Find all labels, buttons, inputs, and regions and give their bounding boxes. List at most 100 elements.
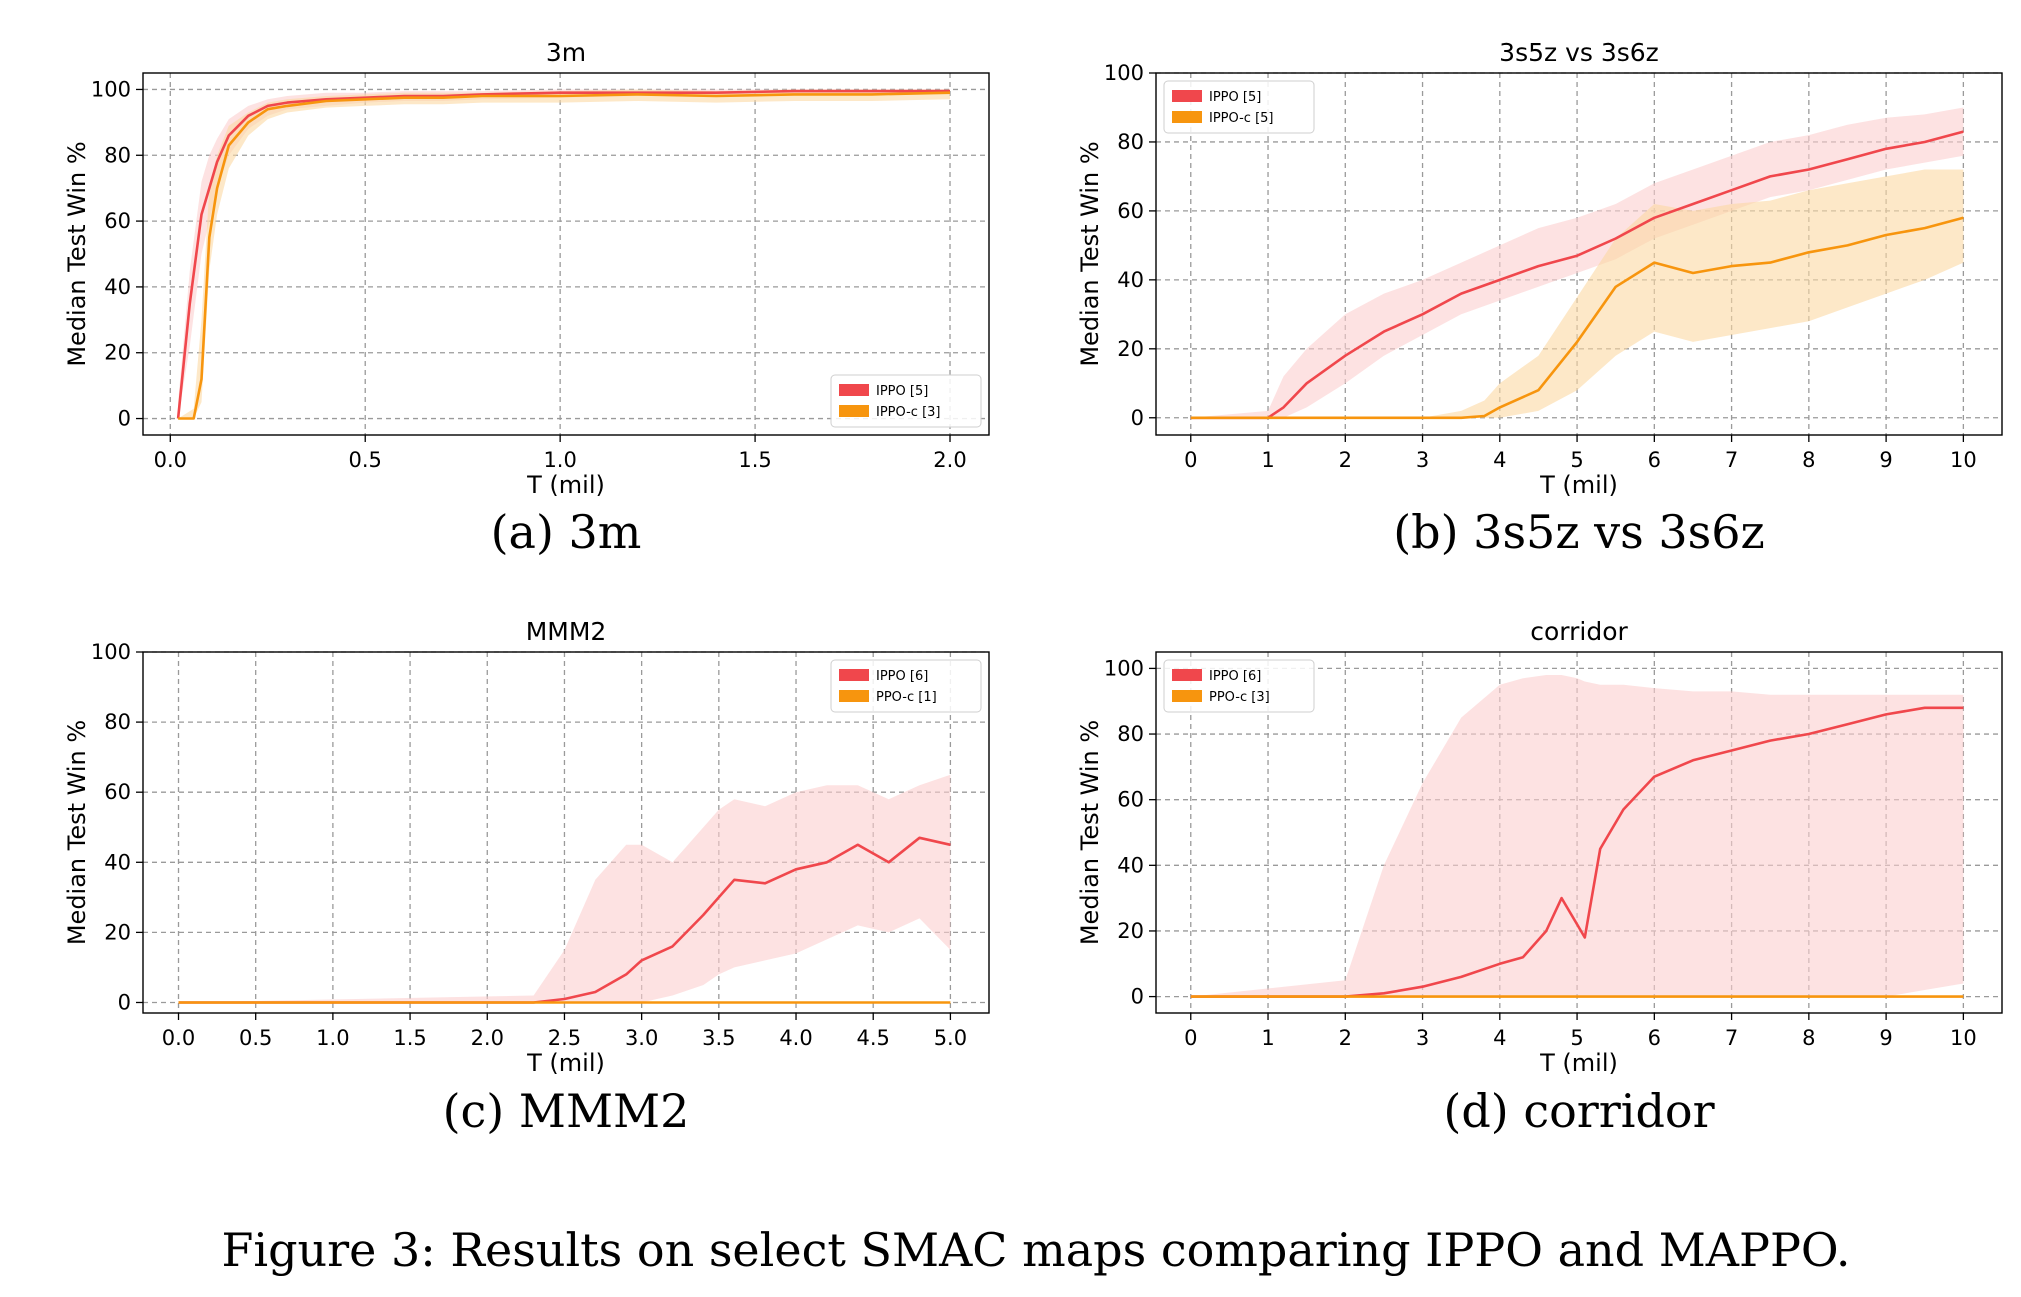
- y-tick-label: 80: [1117, 130, 1144, 154]
- y-tick-label: 100: [1104, 61, 1144, 85]
- x-tick-label: 8: [1802, 448, 1815, 472]
- x-tick-label: 4: [1493, 1026, 1506, 1050]
- legend-swatch: [839, 405, 869, 417]
- y-tick-label: 20: [1117, 337, 1144, 361]
- x-tick-label: 2: [1339, 448, 1352, 472]
- x-tick-label: 2.0: [471, 1026, 504, 1050]
- x-tick-label: 1.0: [543, 448, 576, 472]
- x-tick-label: 0.5: [239, 1026, 272, 1050]
- chart-title: MMM2: [526, 617, 607, 646]
- series-line-1: [176, 89, 950, 419]
- y-tick-label: 60: [104, 209, 131, 233]
- plot-area: [1190, 107, 1964, 420]
- x-tick-label: 2: [1339, 1026, 1352, 1050]
- x-tick-label: 1: [1261, 448, 1274, 472]
- series-band-2: [178, 89, 951, 419]
- subfigure-caption: (c) MMM2: [443, 1084, 690, 1138]
- y-tick-label: 20: [104, 920, 131, 944]
- series-line-1: [1190, 706, 1964, 998]
- y-tick-label: 100: [1104, 656, 1144, 680]
- legend: IPPO [6] PPO-c [3]: [1163, 659, 1315, 713]
- legend-label: IPPO [5]: [876, 384, 928, 399]
- legend-label: PPO-c [3]: [1209, 690, 1270, 705]
- legend: IPPO [6] PPO-c [1]: [830, 659, 982, 713]
- legend-swatch: [839, 384, 869, 396]
- y-axis-label: Median Test Win %: [1076, 720, 1104, 945]
- series-line-2: [1190, 216, 1964, 420]
- x-tick-label: 9: [1879, 448, 1892, 472]
- y-tick-label: 20: [1117, 919, 1144, 943]
- series-band-2: [1190, 169, 1964, 418]
- subfigure-caption: (a) 3m: [491, 505, 642, 559]
- y-tick-label: 60: [1117, 788, 1144, 812]
- plot-area: [176, 89, 951, 420]
- axes-frame: [1155, 72, 2003, 436]
- y-axis-label: Median Test Win %: [63, 720, 91, 945]
- x-tick-label: 5: [1570, 448, 1583, 472]
- legend-swatch: [1172, 90, 1202, 102]
- chart-title: 3s5z vs 3s6z: [1499, 38, 1659, 67]
- legend-swatch: [1172, 690, 1202, 702]
- series-band-1: [1190, 107, 1964, 418]
- y-tick-label: 100: [91, 77, 131, 101]
- x-tick-label: 4: [1493, 448, 1506, 472]
- axes-frame: [142, 651, 990, 1014]
- x-tick-label: 9: [1879, 1026, 1892, 1050]
- legend-label: IPPO [6]: [1209, 669, 1261, 684]
- x-tick-label: 3.5: [702, 1026, 735, 1050]
- figure-caption: Figure 3: Results on select SMAC maps co…: [221, 1223, 1850, 1277]
- x-tick-label: 2.0: [933, 448, 966, 472]
- chart-title: 3m: [546, 38, 586, 67]
- y-tick-label: 40: [104, 850, 131, 874]
- plot-area: [178, 774, 951, 1004]
- subfigure-caption: (b) 3s5z vs 3s6z: [1393, 505, 1765, 559]
- y-tick-label: 100: [91, 640, 131, 664]
- y-tick-label: 60: [1117, 199, 1144, 223]
- x-tick-label: 3: [1416, 448, 1429, 472]
- y-tick-label: 0: [1131, 985, 1144, 1009]
- y-tick-label: 80: [1117, 722, 1144, 746]
- x-tick-label: 1: [1261, 1026, 1274, 1050]
- y-tick-label: 40: [1117, 268, 1144, 292]
- legend-label: IPPO [6]: [876, 669, 928, 684]
- x-axis-label: T (mil): [526, 471, 605, 499]
- x-tick-label: 3: [1416, 1026, 1429, 1050]
- x-tick-label: 2.5: [548, 1026, 581, 1050]
- y-tick-label: 0: [118, 407, 131, 431]
- legend: IPPO [5] IPPO-c [5]: [1163, 80, 1315, 134]
- x-tick-label: 10: [1950, 448, 1977, 472]
- x-tick-label: 4.5: [857, 1026, 890, 1050]
- legend-label: IPPO-c [5]: [1209, 111, 1274, 126]
- x-axis-label: T (mil): [1539, 471, 1618, 499]
- legend-swatch: [1172, 111, 1202, 123]
- series-band-1: [178, 774, 951, 1003]
- series-band-1: [178, 89, 951, 419]
- series-line-1: [178, 836, 951, 1004]
- y-tick-label: 20: [104, 341, 131, 365]
- axes-frame: [1155, 651, 2003, 1014]
- x-tick-label: 0.5: [349, 448, 382, 472]
- y-axis-label: Median Test Win %: [63, 141, 91, 366]
- x-tick-label: 5: [1570, 1026, 1583, 1050]
- plot-area: [1190, 675, 1964, 998]
- legend-label: IPPO-c [3]: [876, 405, 941, 420]
- y-tick-label: 0: [1131, 406, 1144, 430]
- x-tick-label: 7: [1725, 1026, 1738, 1050]
- x-tick-label: 4.0: [779, 1026, 812, 1050]
- subfigure-caption: (d) corridor: [1443, 1084, 1714, 1138]
- x-tick-label: 3.0: [625, 1026, 658, 1050]
- x-tick-label: 6: [1648, 1026, 1661, 1050]
- legend-label: PPO-c [1]: [876, 690, 937, 705]
- y-tick-label: 60: [104, 780, 131, 804]
- y-tick-label: 80: [104, 710, 131, 734]
- axes-frame: [142, 72, 990, 436]
- x-tick-label: 8: [1802, 1026, 1815, 1050]
- chart-panel-3: 0.0 0.5 1.0 1.5 2.0 2.5 3.0 3.5 4.0 4.5 5.0 0 20 40 60…: [63, 617, 990, 1138]
- x-tick-label: 5.0: [934, 1026, 967, 1050]
- series-line-2: [178, 91, 951, 420]
- x-axis-label: T (mil): [1539, 1049, 1618, 1077]
- y-axis-label: Median Test Win %: [1076, 141, 1104, 366]
- y-tick-label: 40: [1117, 853, 1144, 877]
